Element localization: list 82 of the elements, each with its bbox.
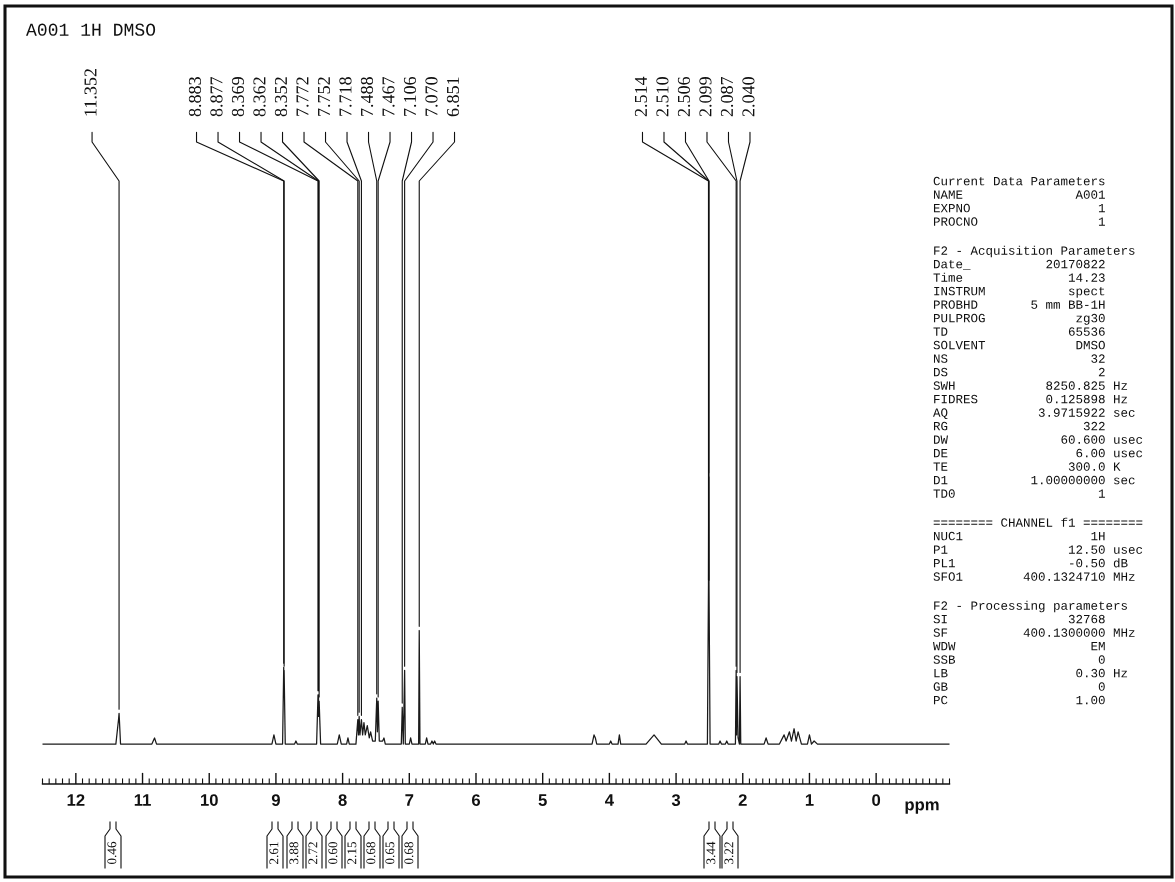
x-tick-label: 11 (134, 794, 151, 806)
text: 0.60 (328, 841, 338, 865)
text: 3.44 (706, 841, 716, 864)
text: 2.15 (347, 841, 357, 864)
annotation: 6.851 (446, 77, 460, 117)
text: 0.68 (366, 841, 376, 865)
text: 2.72 (308, 842, 318, 864)
annotation: 8.877 (210, 76, 223, 117)
text: NS 32 (933, 354, 1105, 363)
text: DE 6.00 usec (933, 448, 1143, 458)
text: Time 14.23 (933, 272, 1105, 282)
annotation: LB 0.30 Hz (934, 668, 1128, 678)
annotation: 7.718 (339, 77, 352, 116)
x-tick-label: 10 (201, 794, 218, 806)
text: FIDRES 0.125898 Hz (934, 394, 1128, 404)
text: Date_ 20170822 (933, 259, 1105, 270)
text: DS 2 (933, 367, 1105, 377)
x-axis-title: ppm (905, 801, 939, 814)
text: PROBHD 5 mm BB-1H (933, 300, 1105, 309)
text: AQ 3.9715922 sec (933, 408, 1135, 420)
text: PULPROG zg30 (933, 313, 1105, 325)
text: PROCNO 1 (933, 217, 1105, 226)
annotation: SFO1 400.1324710 MHz (933, 572, 1135, 581)
x-tick-label: 2 (738, 794, 747, 806)
annotation: 8.352 (274, 77, 288, 117)
annotation: 7.467 (382, 76, 395, 116)
text: F2 - Processing parameters (934, 600, 1127, 613)
annotation: 7.752 (317, 77, 331, 116)
x-tick-label: 3 (671, 794, 681, 806)
x-tick-label: 7 (405, 794, 414, 806)
annotation: 2.510 (656, 77, 669, 117)
annotation: PC 1.00 (933, 695, 1105, 705)
annotation: PL1 -0.50 dB (933, 558, 1128, 568)
text: 2.61 (269, 842, 279, 864)
annotation: 7.070 (425, 77, 438, 116)
annotation: SF 400.1300000 MHz (933, 628, 1135, 637)
annotation: 8.369 (231, 77, 245, 117)
annotation: NUC1 1H (933, 531, 1105, 541)
annotation: 2.514 (634, 76, 648, 117)
text: SWH 8250.825 Hz (933, 381, 1128, 390)
x-tick-label: 9 (271, 794, 280, 806)
x-tick-label: 5 (538, 794, 547, 806)
text: TE 300.0 K (933, 462, 1121, 471)
text: Current Data Parameters (933, 176, 1105, 186)
annotation: 7.488 (360, 77, 374, 116)
annotation: TD0 1 (933, 489, 1105, 498)
text: INSTRUM spect (934, 286, 1105, 298)
annotation: 2.506 (677, 76, 691, 117)
x-tick-label: 0 (872, 794, 881, 806)
x-tick-label: 6 (471, 794, 481, 806)
annotation: SSB 0 (933, 655, 1105, 664)
annotation: WDW EM (933, 642, 1105, 651)
text: 3.22 (724, 842, 734, 864)
annotation: 2.040 (742, 77, 755, 117)
x-tick-label: 4 (604, 794, 614, 806)
text: SOLVENT DMSO (933, 340, 1105, 350)
text: DW 60.600 usec (933, 435, 1143, 444)
annotation: P1 12.50 usec (933, 545, 1143, 554)
x-tick-label: 1 (805, 794, 814, 806)
text: NAME A001 (933, 190, 1105, 199)
text: F2 - Acquisition Parameters (934, 245, 1135, 258)
text: ======== CHANNEL f1 ======== (933, 517, 1143, 527)
text: 0.68 (404, 841, 414, 865)
x-tick-label: 12 (67, 794, 85, 806)
annotation: SI 32768 (933, 614, 1105, 624)
annotation: D1 1.00000000 sec (933, 475, 1135, 485)
text: 0.46 (107, 841, 117, 865)
annotation: 8.883 (188, 77, 202, 117)
annotation: 7.106 (403, 76, 417, 116)
text: TD 65536 (933, 327, 1105, 336)
text: 3.88 (289, 841, 299, 864)
annotation: GB 0 (933, 682, 1105, 691)
annotation: 11.352 (84, 69, 97, 116)
annotation: 2.099 (699, 77, 712, 117)
text: EXPNO 1 (933, 203, 1105, 213)
x-tick-label: 8 (338, 794, 347, 806)
chart-title: A001 1H DMSO (26, 23, 156, 36)
text: 0.65 (385, 841, 395, 865)
annotation: 7.772 (296, 77, 309, 116)
text: RG 322 (933, 421, 1105, 431)
annotation: 8.362 (253, 77, 266, 117)
annotation: 2.087 (720, 76, 734, 117)
